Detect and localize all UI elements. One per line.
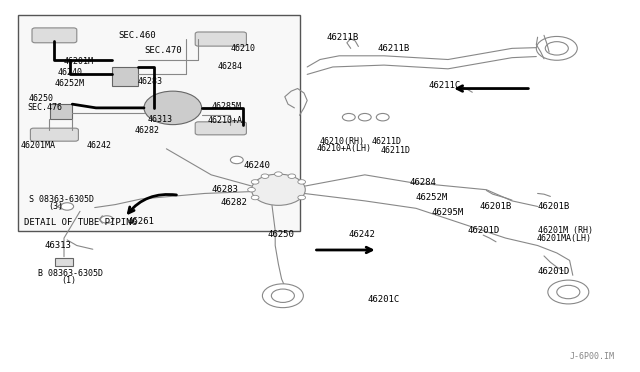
Text: 46261: 46261 [128,217,155,226]
Text: 46201B: 46201B [480,202,512,211]
Text: SEC.476: SEC.476 [27,103,62,112]
Text: 46211C: 46211C [429,81,461,90]
Text: J-6P00.IM: J-6P00.IM [570,352,614,361]
Text: 46201C: 46201C [368,295,400,304]
Text: SEC.470: SEC.470 [144,46,182,55]
FancyBboxPatch shape [195,32,246,46]
Text: 46211B: 46211B [378,44,410,53]
Circle shape [557,285,580,299]
Text: 46210(RH): 46210(RH) [320,137,365,146]
FancyBboxPatch shape [55,258,73,266]
Text: 46211D: 46211D [381,146,411,155]
Text: B 08363-6305D: B 08363-6305D [38,269,104,278]
Circle shape [298,195,305,200]
Circle shape [230,156,243,164]
Text: 46201M: 46201M [64,57,94,66]
Circle shape [545,42,568,55]
Text: 46282: 46282 [134,126,159,135]
FancyBboxPatch shape [18,15,300,231]
Text: 46252M: 46252M [416,193,448,202]
Text: 46211D: 46211D [371,137,401,146]
FancyBboxPatch shape [31,128,79,141]
Circle shape [271,289,294,302]
Text: 46210+A: 46210+A [208,116,243,125]
FancyBboxPatch shape [195,122,246,135]
Text: DETAIL OF TUBE PIPING: DETAIL OF TUBE PIPING [24,218,137,227]
Circle shape [252,180,259,184]
Circle shape [548,280,589,304]
Circle shape [262,284,303,308]
Text: 46252M: 46252M [54,79,84,88]
Circle shape [248,187,255,192]
Circle shape [376,113,389,121]
FancyBboxPatch shape [32,28,77,43]
Circle shape [536,36,577,60]
Circle shape [275,172,282,176]
Text: 46201D: 46201D [467,226,499,235]
FancyBboxPatch shape [112,67,138,86]
Text: 46284: 46284 [410,178,436,187]
Text: 46284: 46284 [218,62,243,71]
Text: (3): (3) [48,202,63,211]
Circle shape [288,174,296,179]
Text: S 08363-6305D: S 08363-6305D [29,195,94,203]
Text: 46210+A(LH): 46210+A(LH) [317,144,372,153]
Text: 46201B: 46201B [538,202,570,211]
Circle shape [358,113,371,121]
Text: 46282: 46282 [221,198,248,207]
Text: 46210: 46210 [230,44,255,53]
Text: 46201M (RH): 46201M (RH) [538,226,593,235]
Text: 46285M: 46285M [211,102,241,110]
Text: 46242: 46242 [86,141,111,150]
FancyBboxPatch shape [50,104,72,119]
Text: 46201MA: 46201MA [20,141,56,150]
Text: (1): (1) [61,276,76,285]
Circle shape [252,174,305,205]
Text: 46201MA(LH): 46201MA(LH) [536,234,591,243]
Circle shape [342,113,355,121]
Text: 46250: 46250 [29,94,54,103]
Text: 46283: 46283 [211,185,238,194]
Text: 46240: 46240 [58,68,83,77]
Circle shape [261,174,269,179]
Text: 46250: 46250 [268,230,294,239]
Circle shape [100,216,113,223]
Text: 46201D: 46201D [538,267,570,276]
Circle shape [144,91,202,125]
Circle shape [298,180,305,184]
Circle shape [61,203,74,210]
Circle shape [252,195,259,200]
Text: 46283: 46283 [138,77,163,86]
Text: 46313: 46313 [147,115,172,124]
Text: 46295M: 46295M [432,208,464,217]
Text: SEC.460: SEC.460 [118,31,156,40]
Text: 46242: 46242 [349,230,376,239]
Text: 46240: 46240 [243,161,270,170]
Text: 46313: 46313 [45,241,72,250]
Text: 46211B: 46211B [326,33,358,42]
